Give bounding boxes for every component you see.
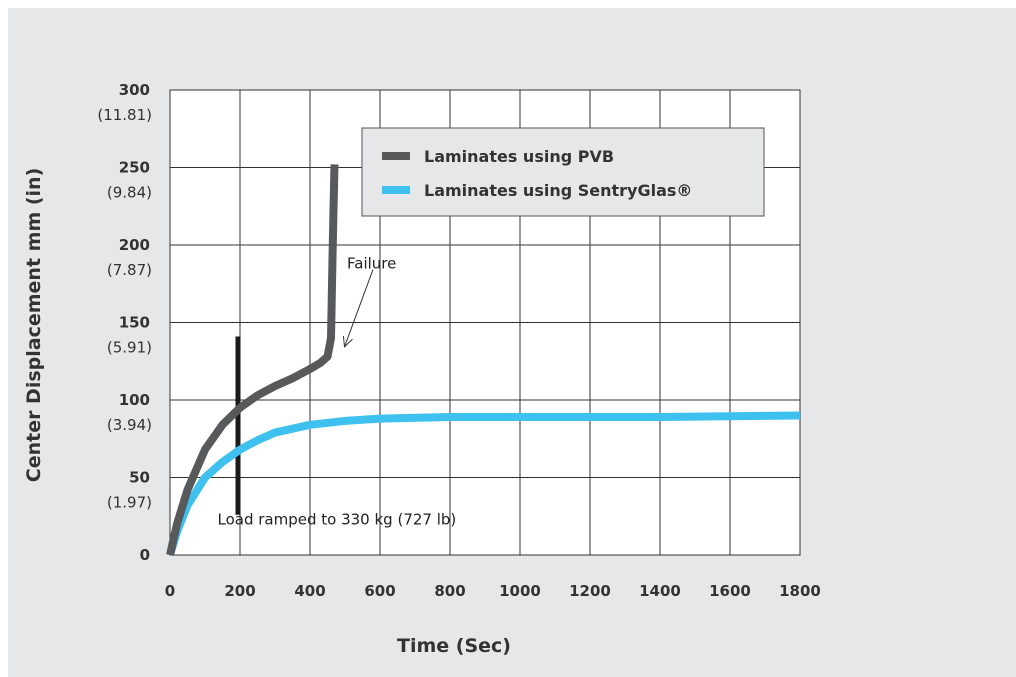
annotation-arrowhead xyxy=(342,335,353,348)
y-tick-label: 100 xyxy=(119,391,150,409)
x-axis-title: Time (Sec) xyxy=(397,635,511,657)
y-tick-label: 250 xyxy=(119,159,150,177)
y-tick-sublabel: (5.91) xyxy=(107,339,152,357)
x-tick-label: 400 xyxy=(294,582,325,600)
y-tick-label: 150 xyxy=(119,314,150,332)
x-tick-label: 600 xyxy=(364,582,395,600)
x-tick-label: 1600 xyxy=(709,582,751,600)
x-tick-label: 1200 xyxy=(569,582,611,600)
y-tick-sublabel: (11.81) xyxy=(97,106,152,124)
y-tick-label: 300 xyxy=(119,81,150,99)
legend: Laminates using PVB Laminates using Sentr… xyxy=(361,127,765,217)
y-tick-label: 0 xyxy=(140,546,150,564)
y-tick-sublabel: (1.97) xyxy=(107,494,152,512)
legend-label: Laminates using SentryGlas® xyxy=(424,181,692,200)
y-tick-sublabel: (7.87) xyxy=(107,261,152,279)
plot-marks xyxy=(166,164,801,557)
x-tick-label: 200 xyxy=(224,582,255,600)
x-tick-label: 0 xyxy=(165,582,175,600)
x-tick-label: 1000 xyxy=(499,582,541,600)
legend-box xyxy=(361,127,765,217)
y-tick-sublabel: (3.94) xyxy=(107,416,152,434)
annotation-text: Failure xyxy=(347,255,396,273)
annotation-arrow xyxy=(344,269,374,348)
y-tick-label: 50 xyxy=(129,469,150,487)
x-tick-label: 1400 xyxy=(639,582,681,600)
y-tick-label: 200 xyxy=(119,236,150,254)
x-tick-label: 800 xyxy=(434,582,465,600)
annotations: Failure Load ramped to 330 kg (727 lb) xyxy=(218,255,457,529)
x-tick-label: 1800 xyxy=(779,582,821,600)
series-line xyxy=(166,164,339,556)
legend-label: Laminates using PVB xyxy=(424,147,614,166)
tick-labels: 0 200 400 600 800 1000 1200 1400 1600 1800 0 50 (1.9… xyxy=(97,81,821,600)
annotation-text: Load ramped to 330 kg (727 lb) xyxy=(218,510,457,528)
y-axis-title: Center Displacement mm (in) xyxy=(23,168,45,483)
series-line xyxy=(166,411,801,557)
y-tick-sublabel: (9.84) xyxy=(107,184,152,202)
